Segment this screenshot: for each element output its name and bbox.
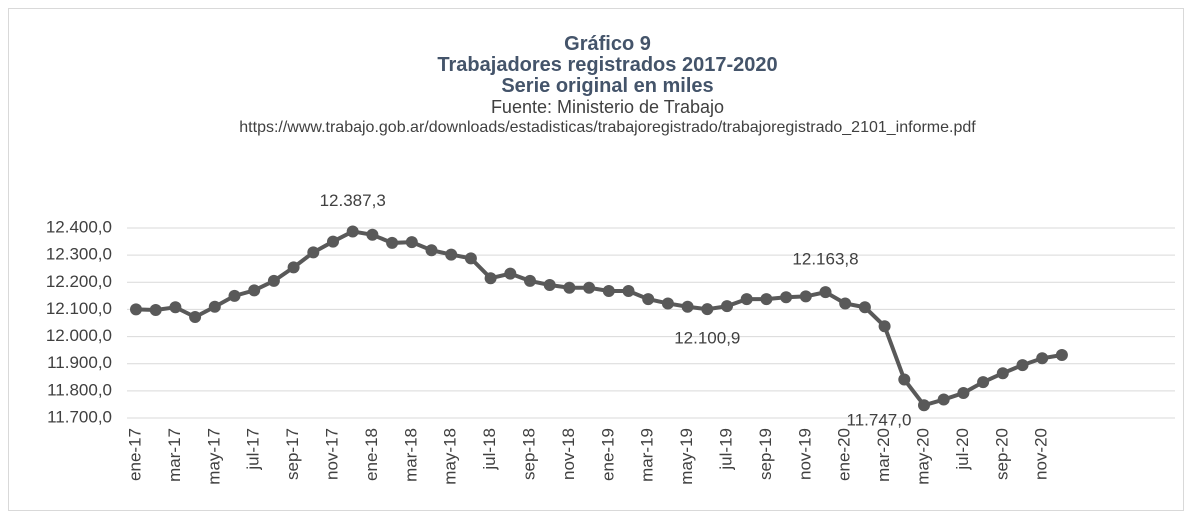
point xyxy=(681,300,694,313)
x-tick-label: nov-18 xyxy=(559,428,578,480)
chart-subtitle: Fuente: Ministerio de Trabajo xyxy=(490,97,725,117)
x-tick-label: ene-18 xyxy=(362,428,381,481)
point xyxy=(878,320,891,333)
point xyxy=(366,228,379,241)
point xyxy=(937,393,950,406)
x-tick-label: jul-17 xyxy=(244,428,263,471)
x-tick-label: sep-17 xyxy=(283,428,302,480)
point xyxy=(464,252,477,265)
point xyxy=(543,279,556,291)
header: Gráfico 9 Trabajadores registrados 2017-… xyxy=(140,34,1075,138)
point xyxy=(918,399,930,412)
x-tick-label: nov-20 xyxy=(1032,428,1051,480)
y-tick-label: 12.000,0 xyxy=(46,326,112,345)
x-tick-label: ene-17 xyxy=(125,428,144,481)
point xyxy=(130,303,142,316)
x-tick-label: sep-20 xyxy=(992,428,1011,480)
point xyxy=(248,284,261,297)
point xyxy=(208,300,221,313)
point xyxy=(740,293,753,306)
y-tick-label: 11.800,0 xyxy=(47,380,112,399)
point xyxy=(602,284,615,297)
y-tick-label: 11.900,0 xyxy=(47,353,112,372)
point xyxy=(1055,349,1068,362)
x-tick-label: may-17 xyxy=(204,428,223,485)
point xyxy=(307,246,320,259)
x-tick-label: mar-17 xyxy=(165,428,184,482)
data-label: 11.747,0 xyxy=(847,411,912,430)
chart-title: Gráfico 9 xyxy=(564,33,651,55)
point xyxy=(760,293,773,306)
point xyxy=(327,235,339,248)
x-tick-label: jul-20 xyxy=(953,428,972,471)
y-tick-label: 12.100,0 xyxy=(46,299,112,318)
point xyxy=(819,286,832,299)
point xyxy=(898,373,911,386)
y-tick-label: 12.400,0 xyxy=(46,217,112,236)
point xyxy=(799,290,812,303)
x-tick-label: may-19 xyxy=(677,428,696,485)
point xyxy=(563,281,576,294)
chart-title: Serie original en miles xyxy=(501,75,714,97)
point xyxy=(504,267,517,280)
point xyxy=(858,301,871,314)
x-tick-label: jul-18 xyxy=(480,428,499,471)
x-tick-label: may-20 xyxy=(913,428,932,485)
point xyxy=(642,293,655,306)
chart-source: https://www.trabajo.gob.ar/downloads/est… xyxy=(239,119,976,136)
x-tick-label: mar-19 xyxy=(638,428,657,482)
point xyxy=(1016,359,1029,372)
x-tick-label: nov-17 xyxy=(322,428,341,480)
point xyxy=(425,244,438,257)
series-line xyxy=(135,229,1063,408)
point xyxy=(701,303,714,316)
point xyxy=(524,274,536,287)
x-tick-label: mar-20 xyxy=(874,428,893,482)
x-tick-label: sep-19 xyxy=(756,428,775,480)
chart-frame xyxy=(8,8,1184,511)
point xyxy=(780,291,793,304)
x-tick-label: mar-18 xyxy=(401,428,420,482)
y-tick-label: 12.200,0 xyxy=(46,272,112,291)
chart-title: Trabajadores registrados 2017-2020 xyxy=(437,54,778,76)
x-tick-label: sep-18 xyxy=(519,428,538,480)
x-tick-label: ene-19 xyxy=(598,428,617,481)
x-tick-label: nov-19 xyxy=(795,428,814,480)
point xyxy=(169,301,182,314)
x-tick-label: ene-20 xyxy=(835,428,854,481)
point xyxy=(996,367,1009,380)
y-tick-label: 12.300,0 xyxy=(46,245,112,264)
point xyxy=(721,300,733,313)
point xyxy=(1036,352,1049,365)
x-tick-label: jul-19 xyxy=(716,428,735,471)
point xyxy=(228,289,241,302)
point xyxy=(287,261,300,274)
point xyxy=(189,311,202,324)
point xyxy=(661,297,674,310)
point xyxy=(484,272,497,285)
point xyxy=(977,376,990,389)
point xyxy=(267,274,280,287)
x-tick-label: may-18 xyxy=(441,428,460,485)
point xyxy=(346,225,359,238)
data-label: 12.100,9 xyxy=(674,329,740,348)
point xyxy=(405,236,418,249)
point xyxy=(622,284,635,297)
point xyxy=(957,387,970,400)
data-label: 12.387,3 xyxy=(320,191,386,210)
point xyxy=(149,303,162,316)
data-label: 12.163,8 xyxy=(792,250,858,269)
point xyxy=(839,297,852,310)
y-tick-label: 11.700,0 xyxy=(47,407,112,426)
point xyxy=(583,281,596,294)
point xyxy=(445,248,458,261)
point xyxy=(386,236,399,249)
